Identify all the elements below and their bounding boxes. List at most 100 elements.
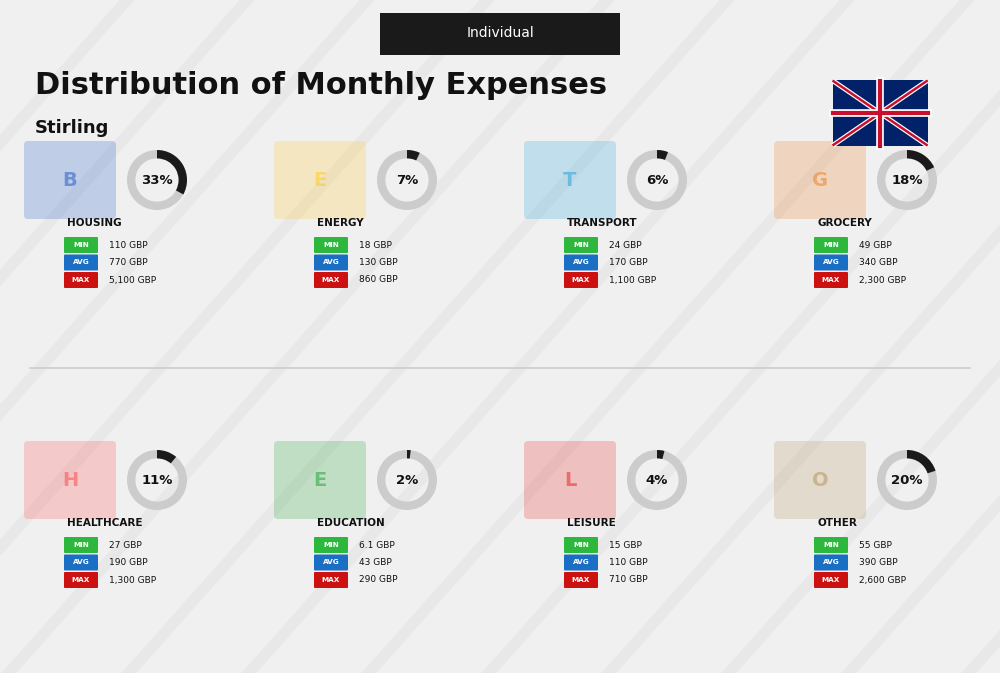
Text: 33%: 33% [141, 174, 173, 186]
FancyBboxPatch shape [814, 537, 848, 553]
Text: 11%: 11% [141, 474, 173, 487]
Text: MAX: MAX [822, 577, 840, 583]
FancyBboxPatch shape [564, 254, 598, 271]
Text: MIN: MIN [573, 242, 589, 248]
FancyBboxPatch shape [24, 141, 116, 219]
FancyBboxPatch shape [564, 537, 598, 553]
FancyBboxPatch shape [814, 555, 848, 571]
Text: OTHER: OTHER [817, 518, 857, 528]
Text: 49 GBP: 49 GBP [859, 240, 892, 250]
Text: AVG: AVG [323, 559, 339, 565]
Wedge shape [907, 150, 934, 171]
Bar [833, 81, 928, 145]
Text: 6.1 GBP: 6.1 GBP [359, 540, 395, 549]
Text: 2,300 GBP: 2,300 GBP [859, 275, 906, 285]
Text: Stirling: Stirling [35, 119, 109, 137]
Text: 7%: 7% [396, 174, 418, 186]
Text: 110 GBP: 110 GBP [109, 240, 148, 250]
FancyBboxPatch shape [64, 555, 98, 571]
Text: MIN: MIN [73, 242, 89, 248]
Text: 27 GBP: 27 GBP [109, 540, 142, 549]
Wedge shape [627, 450, 687, 510]
Text: MIN: MIN [73, 542, 89, 548]
FancyBboxPatch shape [314, 572, 348, 588]
Text: AVG: AVG [573, 559, 589, 565]
FancyBboxPatch shape [814, 254, 848, 271]
Text: AVG: AVG [573, 260, 589, 266]
Text: MIN: MIN [823, 242, 839, 248]
FancyBboxPatch shape [314, 555, 348, 571]
Text: AVG: AVG [73, 260, 89, 266]
Text: 4%: 4% [646, 474, 668, 487]
Text: 24 GBP: 24 GBP [609, 240, 642, 250]
FancyBboxPatch shape [64, 237, 98, 253]
Text: B: B [63, 170, 77, 190]
Text: GROCERY: GROCERY [817, 218, 872, 228]
Text: AVG: AVG [823, 559, 839, 565]
FancyBboxPatch shape [814, 572, 848, 588]
Text: MAX: MAX [572, 277, 590, 283]
Text: O: O [812, 470, 828, 489]
Text: MIN: MIN [573, 542, 589, 548]
Text: 2%: 2% [396, 474, 418, 487]
Wedge shape [877, 150, 937, 210]
Text: 390 GBP: 390 GBP [859, 558, 898, 567]
Text: 5,100 GBP: 5,100 GBP [109, 275, 156, 285]
Text: 170 GBP: 170 GBP [609, 258, 648, 267]
Wedge shape [657, 450, 664, 459]
Text: 18%: 18% [891, 174, 923, 186]
FancyBboxPatch shape [64, 254, 98, 271]
Text: MAX: MAX [572, 577, 590, 583]
Text: 55 GBP: 55 GBP [859, 540, 892, 549]
Wedge shape [657, 150, 668, 160]
Text: 710 GBP: 710 GBP [609, 575, 648, 584]
FancyBboxPatch shape [64, 537, 98, 553]
Text: 15 GBP: 15 GBP [609, 540, 642, 549]
Wedge shape [127, 450, 187, 510]
Text: 1,300 GBP: 1,300 GBP [109, 575, 156, 584]
Text: 20%: 20% [891, 474, 923, 487]
Wedge shape [407, 450, 411, 458]
Text: 43 GBP: 43 GBP [359, 558, 392, 567]
Text: AVG: AVG [73, 559, 89, 565]
Text: MAX: MAX [822, 277, 840, 283]
FancyBboxPatch shape [774, 441, 866, 519]
FancyBboxPatch shape [314, 237, 348, 253]
FancyBboxPatch shape [380, 13, 620, 55]
Text: 110 GBP: 110 GBP [609, 558, 648, 567]
Wedge shape [627, 150, 687, 210]
Text: 190 GBP: 190 GBP [109, 558, 148, 567]
Text: TRANSPORT: TRANSPORT [567, 218, 638, 228]
Text: MAX: MAX [72, 577, 90, 583]
FancyBboxPatch shape [274, 141, 366, 219]
Text: MIN: MIN [823, 542, 839, 548]
Text: 290 GBP: 290 GBP [359, 575, 398, 584]
Wedge shape [907, 450, 936, 473]
Wedge shape [877, 450, 937, 510]
Text: Individual: Individual [466, 26, 534, 40]
Text: L: L [564, 470, 576, 489]
Text: AVG: AVG [823, 260, 839, 266]
Text: MIN: MIN [323, 242, 339, 248]
Wedge shape [127, 150, 187, 210]
Wedge shape [157, 150, 187, 194]
Wedge shape [377, 150, 437, 210]
FancyBboxPatch shape [314, 537, 348, 553]
Text: AVG: AVG [323, 260, 339, 266]
Text: LEISURE: LEISURE [567, 518, 616, 528]
Text: T: T [563, 170, 577, 190]
FancyBboxPatch shape [274, 441, 366, 519]
FancyBboxPatch shape [24, 441, 116, 519]
Text: 340 GBP: 340 GBP [859, 258, 898, 267]
Text: MAX: MAX [322, 277, 340, 283]
FancyBboxPatch shape [314, 272, 348, 288]
FancyBboxPatch shape [524, 141, 616, 219]
Text: G: G [812, 170, 828, 190]
FancyBboxPatch shape [564, 272, 598, 288]
FancyBboxPatch shape [814, 237, 848, 253]
Wedge shape [407, 150, 420, 160]
Text: E: E [313, 470, 327, 489]
FancyBboxPatch shape [564, 237, 598, 253]
Text: 130 GBP: 130 GBP [359, 258, 398, 267]
Text: 6%: 6% [646, 174, 668, 186]
